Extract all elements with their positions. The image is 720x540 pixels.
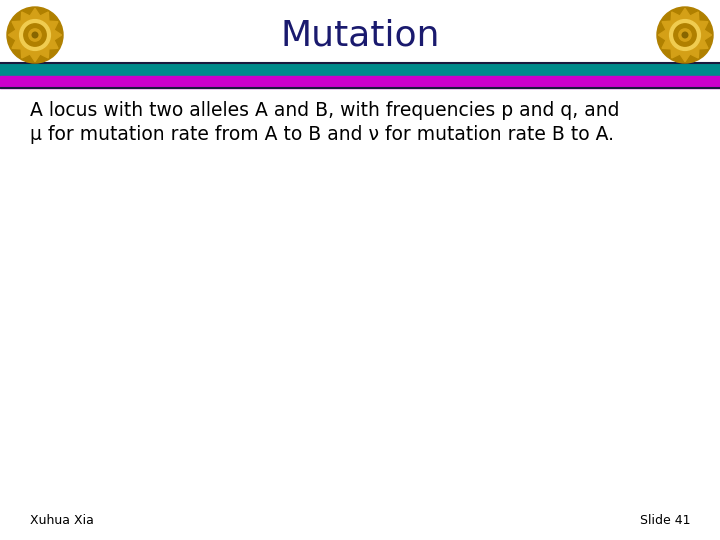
- Text: Xuhua Xia: Xuhua Xia: [30, 514, 94, 526]
- Circle shape: [657, 7, 713, 63]
- Circle shape: [670, 19, 701, 50]
- Circle shape: [674, 24, 696, 46]
- Circle shape: [32, 32, 37, 38]
- Circle shape: [29, 29, 41, 41]
- Circle shape: [679, 29, 691, 41]
- Circle shape: [683, 32, 688, 38]
- Text: A locus with two alleles A and B, with frequencies p and q, and: A locus with two alleles A and B, with f…: [30, 100, 619, 119]
- Text: Slide 41: Slide 41: [639, 514, 690, 526]
- Polygon shape: [9, 9, 62, 62]
- Circle shape: [19, 19, 50, 50]
- Bar: [0, 63, 720, 76]
- Circle shape: [24, 24, 46, 46]
- Polygon shape: [658, 9, 711, 62]
- Text: μ for mutation rate from A to B and ν for mutation rate B to A.: μ for mutation rate from A to B and ν fo…: [30, 125, 614, 145]
- Circle shape: [7, 7, 63, 63]
- Text: Mutation: Mutation: [280, 18, 440, 52]
- Bar: [0, 76, 720, 88]
